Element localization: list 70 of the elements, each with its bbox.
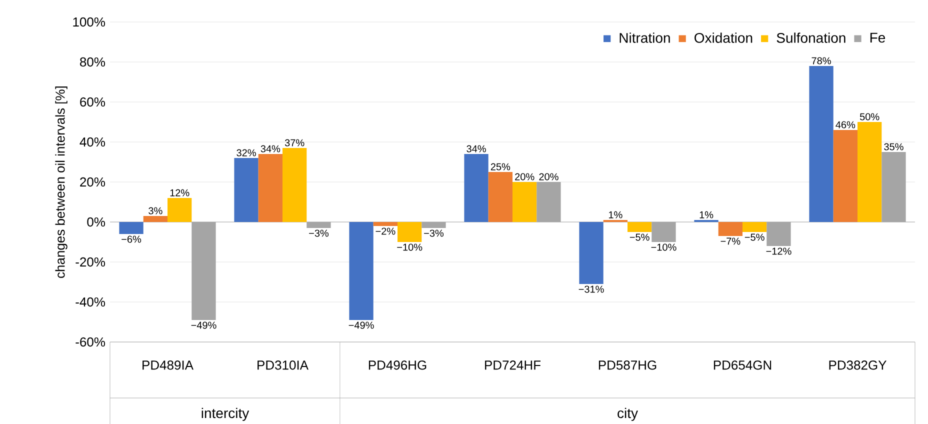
bar [809,66,834,222]
y-tick-label: 20% [80,177,106,187]
bar [579,222,604,284]
bar [858,122,882,222]
bar [168,198,192,222]
data-label: 1% [608,211,622,218]
data-label: 3% [148,207,162,214]
bar [119,222,144,234]
legend-label: Nitration [620,32,670,43]
y-axis-title: changes between oil intervals [%] [55,86,68,278]
y-tick-label: -40% [76,297,106,307]
data-label: 78% [812,57,831,64]
x-tick-label: PD489IA [142,360,194,370]
y-tick-label: 40% [80,137,106,147]
data-label: 35% [884,143,904,150]
bar [373,222,398,226]
bar [234,158,258,222]
data-label: 50% [860,113,880,120]
data-label: 20% [515,173,534,180]
bar [718,222,743,236]
data-label: −10% [397,244,422,251]
legend-label: Sulfonation [776,32,846,43]
data-label: 34% [466,145,486,152]
bar [512,182,537,222]
bar [488,172,513,222]
data-label: −2% [376,228,396,235]
data-label: −49% [191,322,216,329]
y-tick-label: 0% [87,217,106,227]
data-label: 1% [700,211,714,218]
y-tick-label: 80% [80,57,106,67]
data-label: −3% [309,230,329,237]
data-label: 34% [260,145,280,152]
x-tick-label: PD654GN [714,360,772,370]
y-tick-label: 100% [73,17,106,27]
y-tick-label: -60% [76,337,106,347]
data-label: 12% [170,189,190,196]
data-label: −7% [720,238,740,245]
x-tick-label: PD382GY [829,360,886,370]
data-label: 20% [539,173,558,180]
data-label: 32% [236,149,256,156]
legend-label: Oxidation [694,32,752,43]
data-label: −10% [651,244,676,251]
data-label: −6% [122,236,142,243]
text: city [618,408,638,421]
data-label: −5% [744,234,764,241]
bar [282,148,307,222]
bar [349,222,374,320]
data-label: −31% [578,286,604,293]
y-tick-label: -20% [76,257,106,267]
bar [398,222,422,242]
y-tick-label: 60% [80,97,106,107]
bar [258,154,283,222]
x-tick-label: PD587HG [598,360,656,370]
legend-label: Fe [870,32,886,43]
data-label: −49% [348,322,374,329]
x-tick-label: PD310IA [258,360,308,370]
data-label: −12% [766,248,792,255]
text: intercity [202,408,250,421]
bar [464,154,488,222]
bar [742,222,767,232]
data-label: −3% [424,230,444,237]
x-tick-label: PD496HG [368,360,426,370]
data-label: 37% [284,139,304,146]
data-label: −5% [630,234,650,241]
data-label: 25% [490,163,510,170]
bar [143,216,168,222]
x-tick-label: PD724HF [485,360,541,370]
bar [628,222,652,232]
bar [833,130,858,222]
data-label: 46% [836,121,856,128]
